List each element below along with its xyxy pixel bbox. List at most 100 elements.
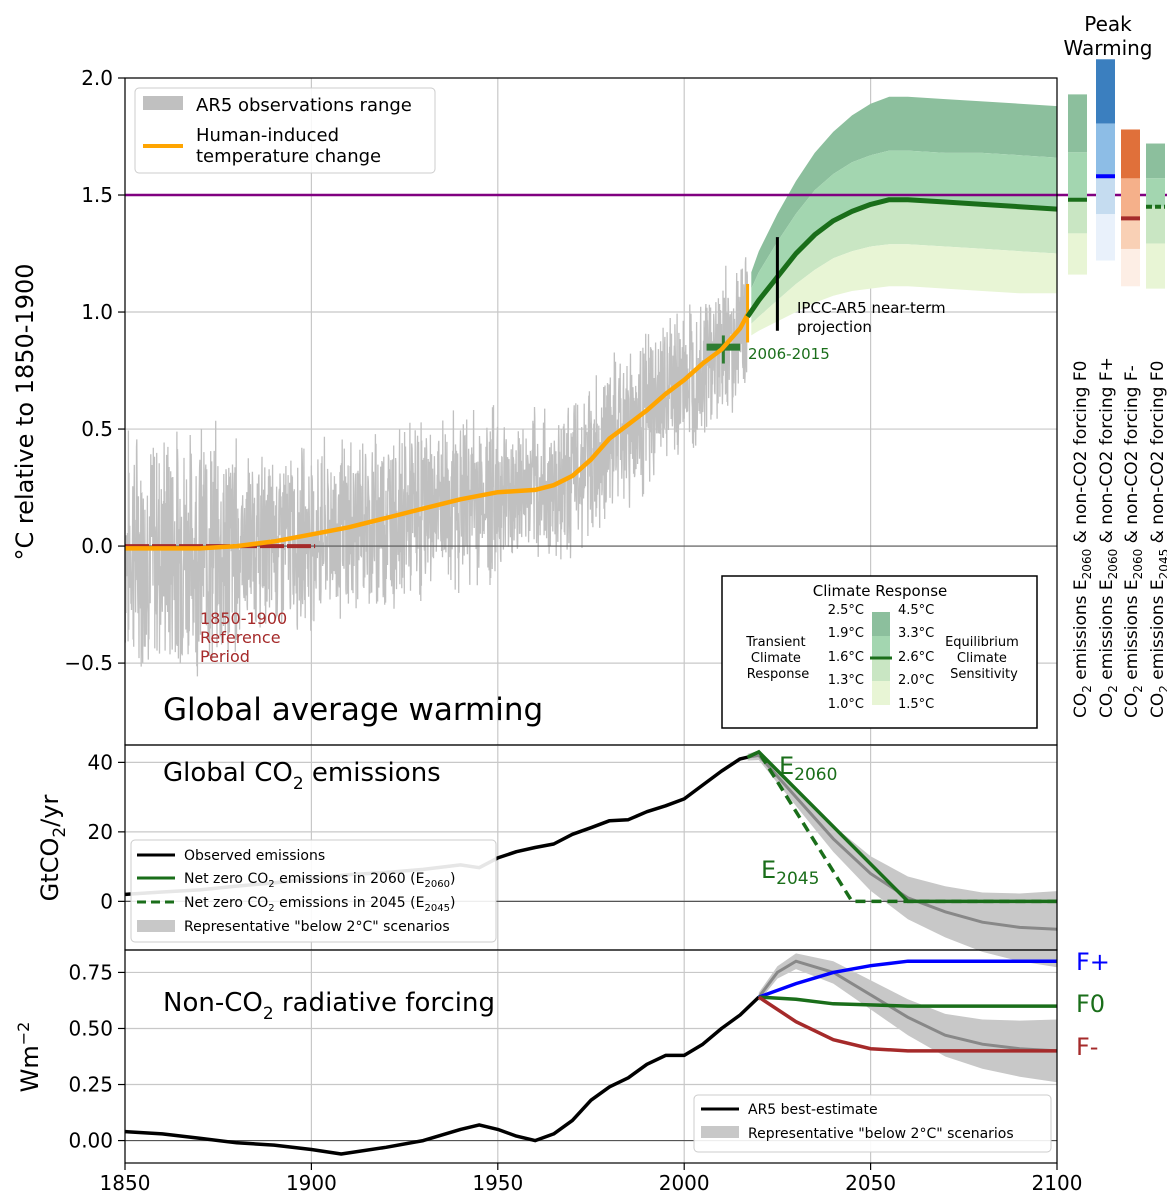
bot-ytick-label-3: 0.00 <box>68 1129 113 1153</box>
tcr-value-4: 1.3°C <box>828 673 864 688</box>
peak-bar-0-seg-1 <box>1068 152 1087 200</box>
peak-bar-3-seg-0 <box>1146 143 1165 179</box>
ecs-value-5: 1.5°C <box>898 697 934 712</box>
peak-label-0: CO2 emissions E2060 & non-CO2 forcing F0 <box>1071 361 1094 718</box>
forcing-panel: 0.75 0.50 0.25 0.00 1850 1900 1950 2000 2050 210… <box>14 948 1110 1195</box>
human-induced-line <box>125 313 750 551</box>
bot-ytick-label-2: 0.25 <box>68 1073 113 1097</box>
xtick-label-0: 1850 <box>100 1171 151 1194</box>
top-ylabel: °C relative to 1850-1900 <box>11 263 39 560</box>
legend-human-label-1: Human-induced <box>196 125 339 146</box>
emissions-panel: 40 20 0 Global CO2 emissions E2060 E2045 O… <box>36 744 1058 968</box>
peak-warming-panel: Peak Warming CO2 emissions E2060 & non-C… <box>1063 12 1167 718</box>
f-plus-label: F+ <box>1076 948 1110 976</box>
top-ytick-label-4: 0.0 <box>81 534 113 558</box>
f-minus-line <box>757 995 1057 1053</box>
top-title: Global average warming <box>163 692 543 728</box>
mid-ytick-label-1: 20 <box>88 820 113 844</box>
peak-bar-1-seg-1 <box>1096 123 1115 177</box>
top-ytick-label-2: 1.0 <box>81 300 113 324</box>
f-plus-line <box>758 959 1057 999</box>
legend-scenario-label: Representative "below 2°C" scenarios <box>184 919 450 935</box>
ecs-value-1: 4.5°C <box>898 603 934 618</box>
peak-bar-2-seg-1 <box>1121 178 1140 219</box>
e2060-label: E2060 <box>779 752 837 785</box>
emissions-title: Global CO2 emissions <box>163 758 441 794</box>
peak-bar-2-seg-3 <box>1121 248 1140 287</box>
e2045-label: E2045 <box>761 856 819 889</box>
xtick-label-4: 2050 <box>845 1171 896 1194</box>
f-minus-label: F- <box>1076 1033 1098 1061</box>
mid-ytick-label-2: 0 <box>100 889 113 913</box>
ipcc-label: IPCC-AR5 near-term projection <box>797 299 950 336</box>
legend-observed-label: Observed emissions <box>184 848 325 864</box>
tcr-value-2: 1.9°C <box>828 626 864 641</box>
cr-band-1 <box>872 612 890 636</box>
climate-response-legend: Climate Response Transient Climate Respo… <box>721 575 1038 729</box>
peak-bar-0-seg-2 <box>1068 199 1087 234</box>
peak-label-3: CO2 emissions E2045 & non-CO2 forcing F0 <box>1148 361 1167 718</box>
legend-human-label-2: temperature change <box>196 146 381 167</box>
tcr-value-1: 2.5°C <box>828 603 864 618</box>
ar5-best-estimate-line <box>124 995 761 1156</box>
tcr-label: Transient Climate Response <box>745 635 809 682</box>
observations-trace <box>124 257 749 677</box>
emissions-legend: Observed emissions Net zero CO2 emission… <box>130 839 497 943</box>
peak-title-1: Peak <box>1084 12 1132 36</box>
cr-band-3 <box>872 658 890 681</box>
bot-ytick-label-0: 0.75 <box>68 960 113 984</box>
e2045-line <box>746 749 1057 904</box>
forcing-legend-box <box>693 1094 1052 1153</box>
peak-title-2: Warming <box>1063 36 1152 60</box>
peak-bar-1-seg-3 <box>1096 214 1115 261</box>
observations-range <box>124 257 749 677</box>
peak-bar-1-seg-0 <box>1096 59 1115 124</box>
legend-e2060-label: Net zero CO2 emissions in 2060 (E2060) <box>184 871 455 890</box>
forcing-legend: AR5 best-estimate Representative "below … <box>693 1094 1052 1153</box>
peak-label-1: CO2 emissions E2060 & non-CO2 forcing F+ <box>1097 357 1120 718</box>
mid-ytick-label-0: 40 <box>88 750 113 774</box>
xtick-label-2: 1950 <box>472 1171 523 1194</box>
band-tcr-2-5 <box>751 96 1057 289</box>
bot-frame <box>124 949 1058 1164</box>
top-ytick-label-0: 2.0 <box>81 66 113 90</box>
legend-e2045-label: Net zero CO2 emissions in 2045 (E2045) <box>184 895 455 914</box>
f-zero-label: F0 <box>1076 990 1105 1018</box>
tcr-value-3: 1.6°C <box>828 650 864 665</box>
cr-band-2 <box>872 636 890 658</box>
forcing-title: Non-CO2 radiative forcing <box>163 988 495 1024</box>
band-tcr-1-9 <box>751 150 1057 312</box>
peak-bar-3-seg-1 <box>1146 178 1165 207</box>
climate-response-title: Climate Response <box>813 582 948 600</box>
projection-bands <box>751 96 1057 336</box>
emissions-scenario-median <box>747 753 1058 931</box>
reference-period-label: 1850-1900 Reference Period <box>200 609 292 666</box>
peak-bar-3-seg-2 <box>1146 206 1165 244</box>
tcr-value-5: 1.0°C <box>828 697 864 712</box>
top-ytick-label-3: 0.5 <box>81 417 113 441</box>
peak-bar-2-seg-2 <box>1121 218 1140 249</box>
top-ytick-label-1: 1.5 <box>81 183 113 207</box>
peak-bar-1-seg-2 <box>1096 176 1115 215</box>
top-panel: 2.0 1.5 1.0 0.5 0.0 −0.5 AR5 observations ran… <box>11 66 1167 746</box>
peak-label-2: CO2 emissions E2060 & non-CO2 forcing F- <box>1122 365 1145 718</box>
ecs-value-3: 2.6°C <box>898 650 934 665</box>
band-tcr-1-3 <box>751 199 1057 324</box>
emissions-legend-box <box>130 839 497 943</box>
peak-bar-2-seg-0 <box>1121 129 1140 179</box>
legend-obs-swatch <box>143 96 183 110</box>
cr-band-4 <box>872 681 890 705</box>
legend-forcing-scenario-label: Representative "below 2°C" scenarios <box>748 1126 1014 1142</box>
peak-bar-3-seg-3 <box>1146 243 1165 289</box>
band-tcr-1-0 <box>751 244 1057 336</box>
projection-central-line <box>745 197 1058 319</box>
ecs-label: Equilibrium Climate Sensitivity <box>945 635 1023 682</box>
xtick-label-1: 1900 <box>286 1171 337 1194</box>
legend-ar5-label: AR5 best-estimate <box>748 1102 878 1118</box>
xtick-label-5: 2100 <box>1032 1171 1083 1194</box>
emissions-scenario-range <box>747 750 1057 968</box>
xtick-label-3: 2000 <box>659 1171 710 1194</box>
legend-obs-label: AR5 observations range <box>196 95 412 116</box>
forcing-ylabel: Wm−2 <box>14 1022 44 1093</box>
